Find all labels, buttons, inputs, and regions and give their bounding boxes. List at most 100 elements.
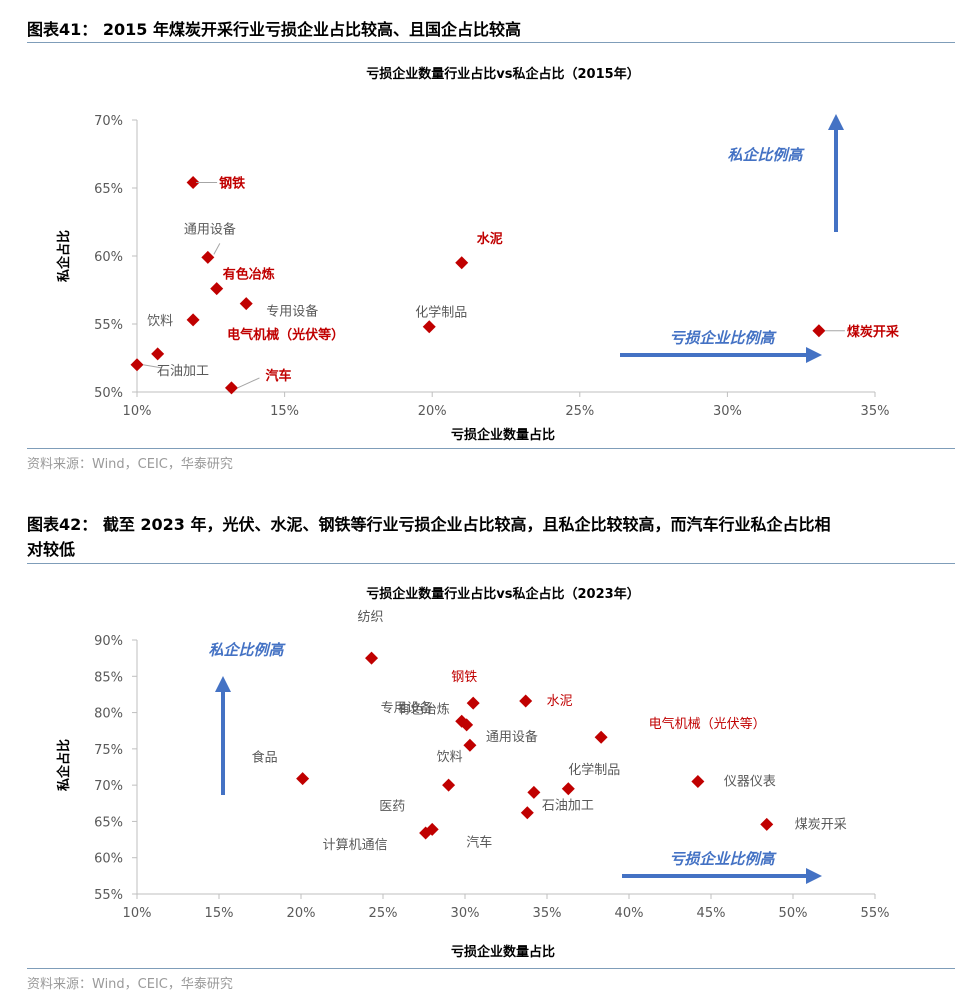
y-tick-label: 90% (94, 634, 123, 649)
data-label-15: 煤炭开采 (795, 817, 847, 832)
data-label-7: 食品 (252, 750, 278, 766)
figure42-title-line2: 对较低 (27, 540, 76, 559)
leader-line (237, 377, 260, 389)
x-tick-label: 35% (533, 906, 562, 921)
x-tick-label: 55% (861, 906, 890, 921)
data-label-11: 仪器仪表 (724, 775, 776, 790)
data-point-2 (210, 282, 224, 296)
y-tick-label: 55% (94, 318, 123, 333)
data-label-2: 有色冶炼 (223, 267, 275, 283)
data-label-0: 纺织 (358, 610, 384, 625)
data-point-4 (460, 718, 474, 732)
x-tick-label: 25% (565, 404, 594, 419)
x-tick-label: 35% (861, 404, 890, 419)
data-point-5 (463, 738, 477, 752)
data-label-3: 有色冶炼 (398, 701, 450, 717)
private-ratio-high-label: 私企比例高 (727, 146, 805, 164)
figure41-title: 图表41： 2015 年煤炭开采行业亏损企业占比较高、且国企占比较高 (27, 20, 521, 39)
data-point-7 (296, 772, 310, 786)
data-point-9 (561, 782, 575, 796)
figure42-source-rule (27, 968, 955, 969)
data-point-10 (812, 324, 826, 338)
data-point-3 (239, 297, 253, 311)
y-tick-label: 70% (94, 114, 123, 129)
data-point-6 (130, 358, 144, 372)
data-label-5: 电气机械（光伏等） (227, 327, 344, 343)
x-tick-label: 40% (615, 906, 644, 921)
data-label-10: 石油加工 (542, 798, 594, 813)
data-point-14 (425, 822, 439, 836)
loss-ratio-high-label: 亏损企业比例高 (669, 850, 777, 868)
data-label-9: 水泥 (477, 231, 503, 247)
data-label-8: 化学制品 (415, 305, 467, 321)
data-label-8: 饮料 (437, 750, 463, 765)
x-tick-label: 10% (123, 906, 152, 921)
y-tick-label: 85% (94, 670, 123, 685)
right-arrow-head (806, 347, 822, 363)
x-tick-label: 20% (287, 906, 316, 921)
x-tick-label: 15% (205, 906, 234, 921)
x-axis-label: 亏损企业数量占比 (451, 944, 555, 960)
data-point-6 (594, 730, 608, 744)
data-label-2: 水泥 (547, 694, 573, 709)
data-point-12 (520, 806, 534, 820)
data-point-9 (455, 256, 469, 270)
y-axis-label: 私企占比 (56, 739, 72, 791)
y-tick-label: 60% (94, 250, 123, 265)
data-label-7: 汽车 (265, 368, 291, 384)
data-label-1: 通用设备 (184, 221, 236, 237)
chart-2015: 亏损企业数量行业占比vs私企占比（2015年） 50% 55% 60% 65% 70% 10… (56, 66, 900, 443)
data-label-5: 通用设备 (486, 729, 538, 745)
data-label-6: 电气机械（光伏等） (649, 716, 766, 732)
data-point-0 (186, 176, 200, 190)
right-arrow-head (806, 868, 822, 884)
data-label-14: 汽车 (466, 834, 492, 850)
y-tick-label: 80% (94, 707, 123, 722)
data-point-2 (519, 694, 533, 708)
x-tick-label: 50% (779, 906, 808, 921)
x-tick-label: 25% (369, 906, 398, 921)
figure42-title-rule (27, 563, 955, 564)
data-point-1 (466, 696, 480, 710)
x-axis-label: 亏损企业数量占比 (451, 427, 555, 443)
data-point-5 (151, 347, 165, 361)
up-arrow-head (215, 676, 231, 692)
data-point-8 (442, 778, 456, 792)
figure41-source-rule (27, 448, 955, 449)
y-tick-label: 70% (94, 779, 123, 794)
chart-title: 亏损企业数量行业占比vs私企占比（2015年） (366, 66, 639, 82)
x-tick-label: 30% (713, 404, 742, 419)
x-tick-label: 20% (418, 404, 447, 419)
data-point-15 (760, 817, 774, 831)
data-label-0: 钢铁 (219, 176, 245, 192)
y-tick-label: 65% (94, 815, 123, 830)
data-label-3: 专用设备 (266, 304, 318, 320)
y-tick-label: 65% (94, 182, 123, 197)
data-point-4 (186, 313, 200, 327)
y-tick-label: 60% (94, 852, 123, 867)
data-label-6: 石油加工 (157, 364, 209, 379)
up-arrow-head (828, 114, 844, 130)
y-axis-label: 私企占比 (56, 230, 72, 282)
data-label-4: 专用设备 (381, 700, 433, 716)
private-ratio-high-label: 私企比例高 (208, 641, 286, 659)
data-point-10 (527, 785, 541, 799)
data-point-8 (422, 320, 436, 334)
data-label-10: 煤炭开采 (847, 324, 900, 340)
x-tick-label: 30% (451, 906, 480, 921)
figure42-source: 资料来源：Wind，CEIC，华泰研究 (27, 977, 233, 992)
data-label-13: 计算机通信 (323, 838, 388, 853)
y-tick-label: 50% (94, 386, 123, 401)
data-point-0 (365, 651, 379, 665)
loss-ratio-high-label: 亏损企业比例高 (669, 329, 777, 347)
y-tick-label: 55% (94, 888, 123, 903)
data-label-12: 医药 (379, 800, 405, 815)
data-point-7 (224, 381, 238, 395)
data-label-1: 钢铁 (451, 670, 477, 685)
figure42-title-line1: 图表42： 截至 2023 年，光伏、水泥、钢铁等行业亏损企业占比较高，且私企比… (27, 515, 831, 534)
data-label-9: 化学制品 (568, 762, 620, 778)
figure41-source: 资料来源：Wind，CEIC，华泰研究 (27, 457, 233, 472)
x-tick-label: 10% (123, 404, 152, 419)
data-point-11 (691, 775, 705, 789)
